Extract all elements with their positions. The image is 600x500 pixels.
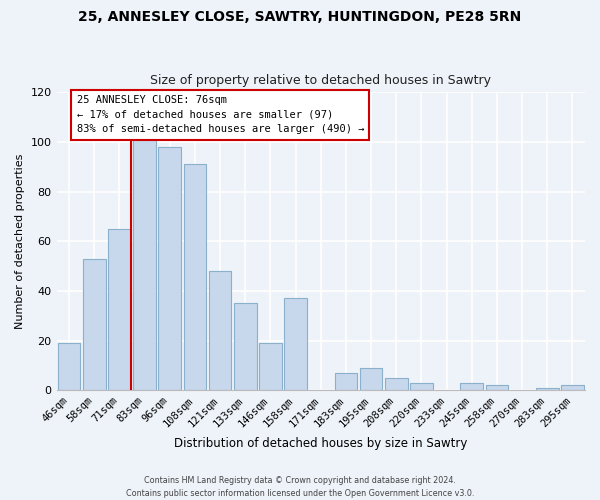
X-axis label: Distribution of detached houses by size in Sawtry: Distribution of detached houses by size … xyxy=(174,437,467,450)
Bar xyxy=(234,304,257,390)
Bar xyxy=(460,383,483,390)
Text: Contains HM Land Registry data © Crown copyright and database right 2024.
Contai: Contains HM Land Registry data © Crown c… xyxy=(126,476,474,498)
Bar xyxy=(83,258,106,390)
Bar xyxy=(133,140,156,390)
Bar xyxy=(410,383,433,390)
Bar xyxy=(259,343,282,390)
Bar xyxy=(561,386,584,390)
Bar xyxy=(385,378,407,390)
Bar xyxy=(360,368,382,390)
Title: Size of property relative to detached houses in Sawtry: Size of property relative to detached ho… xyxy=(150,74,491,87)
Bar xyxy=(184,164,206,390)
Bar xyxy=(335,373,357,390)
Bar xyxy=(485,386,508,390)
Y-axis label: Number of detached properties: Number of detached properties xyxy=(15,154,25,329)
Bar xyxy=(536,388,559,390)
Text: 25 ANNESLEY CLOSE: 76sqm
← 17% of detached houses are smaller (97)
83% of semi-d: 25 ANNESLEY CLOSE: 76sqm ← 17% of detach… xyxy=(77,95,364,134)
Bar xyxy=(108,229,131,390)
Text: 25, ANNESLEY CLOSE, SAWTRY, HUNTINGDON, PE28 5RN: 25, ANNESLEY CLOSE, SAWTRY, HUNTINGDON, … xyxy=(79,10,521,24)
Bar xyxy=(209,271,232,390)
Bar xyxy=(58,343,80,390)
Bar xyxy=(158,147,181,390)
Bar xyxy=(284,298,307,390)
